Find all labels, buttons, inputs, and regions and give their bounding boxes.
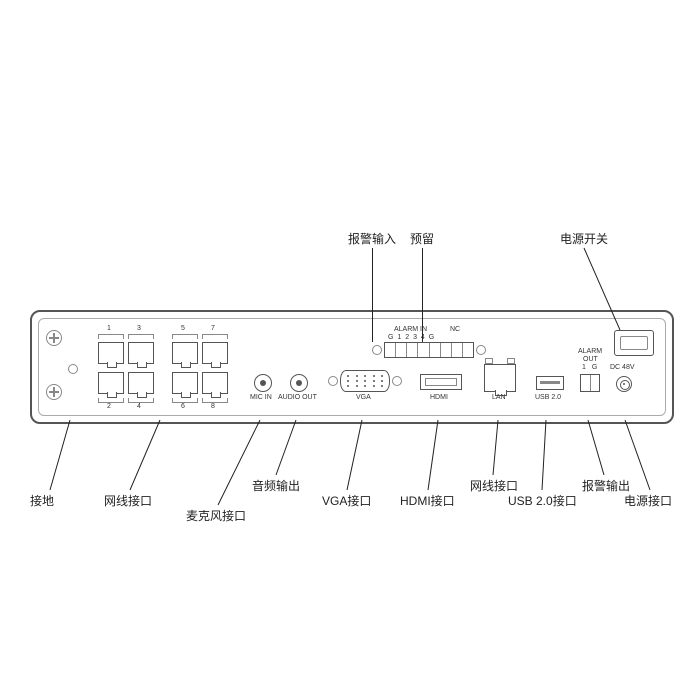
vga-screw-r bbox=[392, 376, 402, 386]
alarm-in-screw-r bbox=[476, 345, 486, 355]
callout-mic: 麦克风接口 bbox=[186, 507, 246, 524]
dc-label: DC 48V bbox=[610, 364, 635, 371]
nc-title: NC bbox=[450, 326, 460, 333]
portnum-3: 3 bbox=[137, 325, 141, 332]
callout-reserved: 预留 bbox=[410, 230, 434, 247]
callout-audio-out: 音频输出 bbox=[252, 477, 300, 494]
hdmi-port bbox=[420, 374, 462, 390]
usb-label: USB 2.0 bbox=[535, 394, 561, 401]
usb-port bbox=[536, 376, 564, 390]
portnum-2: 2 bbox=[107, 403, 111, 410]
alarm-in-pins: G 1 2 3 4 G bbox=[388, 334, 435, 341]
bracket-6 bbox=[172, 398, 198, 403]
audio-out-label: AUDIO OUT bbox=[278, 394, 317, 401]
callout-alarm-out: 报警输出 bbox=[582, 477, 630, 494]
alarm-in-terminal bbox=[384, 342, 474, 358]
bracket-5 bbox=[172, 334, 198, 339]
callout-power-switch: 电源开关 bbox=[560, 230, 608, 247]
rj45-port-2 bbox=[98, 372, 124, 394]
lan-label: LAN bbox=[492, 394, 506, 401]
callout-usb: USB 2.0接口 bbox=[508, 492, 577, 509]
hdmi-label: HDMI bbox=[430, 394, 448, 401]
callout-hdmi: HDMI接口 bbox=[400, 492, 455, 509]
ground-hole bbox=[68, 364, 78, 374]
bracket-4 bbox=[128, 398, 154, 403]
diagram-stage: 1 3 5 7 2 4 6 8 MIC IN AUDIO OUT VGA HDM… bbox=[0, 0, 700, 700]
portnum-1: 1 bbox=[107, 325, 111, 332]
rj45-port-4 bbox=[128, 372, 154, 394]
rj45-port-8 bbox=[202, 372, 228, 394]
alarm-out-title: ALARM bbox=[578, 348, 602, 355]
bracket-3 bbox=[128, 334, 154, 339]
rj45-port-7 bbox=[202, 342, 228, 364]
vga-screw-l bbox=[328, 376, 338, 386]
leader-alarm-in bbox=[372, 248, 373, 342]
alarm-out-terminal bbox=[580, 374, 600, 392]
portnum-6: 6 bbox=[181, 403, 185, 410]
lan-port bbox=[484, 364, 516, 392]
power-switch bbox=[614, 330, 654, 356]
callout-lan-ports: 网线接口 bbox=[104, 492, 152, 509]
callout-power: 电源接口 bbox=[624, 492, 672, 509]
alarm-out-sub: OUT bbox=[583, 356, 598, 363]
portnum-5: 5 bbox=[181, 325, 185, 332]
callout-ground: 接地 bbox=[30, 492, 54, 509]
callout-vga: VGA接口 bbox=[322, 492, 371, 509]
rj45-port-6 bbox=[172, 372, 198, 394]
rj45-port-1 bbox=[98, 342, 124, 364]
screw-bottom-left bbox=[46, 384, 62, 400]
leader-reserved bbox=[422, 248, 423, 342]
portnum-4: 4 bbox=[137, 403, 141, 410]
screw-top-left bbox=[46, 330, 62, 346]
portnum-8: 8 bbox=[211, 403, 215, 410]
rj45-port-3 bbox=[128, 342, 154, 364]
vga-port bbox=[340, 370, 390, 392]
vga-label: VGA bbox=[356, 394, 371, 401]
bracket-2 bbox=[98, 398, 124, 403]
bracket-8 bbox=[202, 398, 228, 403]
bracket-7 bbox=[202, 334, 228, 339]
device-body: 1 3 5 7 2 4 6 8 MIC IN AUDIO OUT VGA HDM… bbox=[30, 310, 674, 424]
bracket-1 bbox=[98, 334, 124, 339]
audio-out-jack bbox=[290, 374, 308, 392]
mic-in-jack bbox=[254, 374, 272, 392]
mic-in-label: MIC IN bbox=[250, 394, 272, 401]
alarm-out-pins: 1 G bbox=[582, 364, 599, 371]
dc-jack bbox=[616, 376, 632, 392]
callout-alarm-in: 报警输入 bbox=[348, 230, 396, 247]
rj45-port-5 bbox=[172, 342, 198, 364]
portnum-7: 7 bbox=[211, 325, 215, 332]
alarm-in-screw-l bbox=[372, 345, 382, 355]
